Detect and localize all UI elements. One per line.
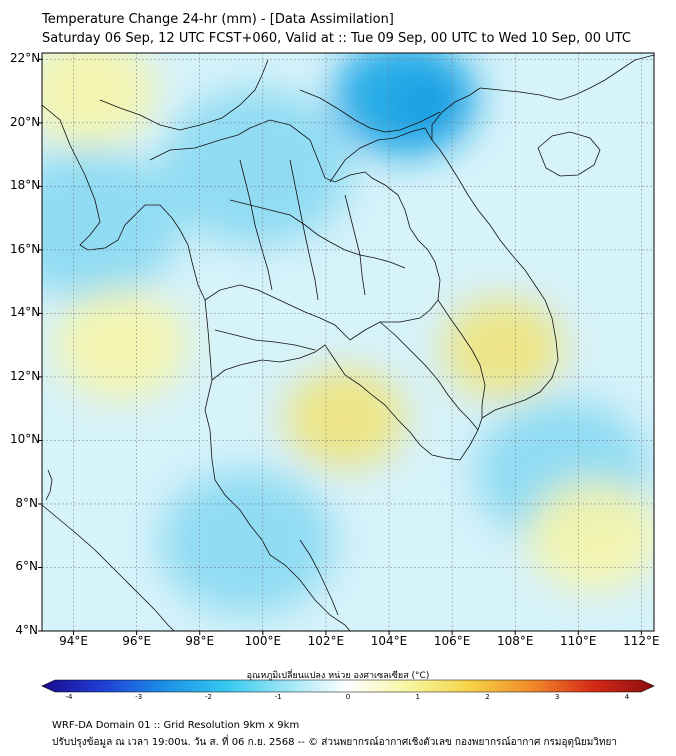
- sumatra-coast: [42, 504, 175, 631]
- colorbar-tick-label: -2: [205, 693, 212, 701]
- lat-label: 4°N: [15, 623, 38, 637]
- graticule: [42, 53, 654, 631]
- lon-label: 112°E: [623, 634, 660, 648]
- coastlines-and-borders: [42, 54, 654, 631]
- border-provinces-c: [289, 159, 319, 301]
- malay-peninsula-east: [299, 539, 339, 616]
- lon-label: 94°E: [59, 634, 88, 648]
- lon-label: 110°E: [560, 634, 597, 648]
- coastline-vietnam: [431, 87, 559, 419]
- border-provinces-b: [239, 159, 273, 291]
- anomaly-andaman-sea-warm: [54, 290, 187, 401]
- border-inner-1: [204, 284, 351, 341]
- border-cambodia: [379, 321, 479, 431]
- lat-label: 10°N: [10, 432, 41, 447]
- temperature-field: [42, 53, 654, 616]
- lat-label: 16°N: [10, 241, 41, 256]
- footer-credit: ปรับปรุงข้อมูล ณ เวลา 19:00น. วัน ส. ที่…: [52, 737, 617, 748]
- anomaly-bay-of-bengal-cool: [42, 148, 181, 301]
- anomaly-northern-vietnam-cold: [332, 53, 477, 158]
- hainan-island: [537, 131, 601, 177]
- map-subtitle: Saturday 06 Sep, 12 UTC FCST+060, Valid …: [42, 31, 631, 46]
- andaman-islands: [45, 469, 53, 501]
- anomaly-gulf-thailand-warm: [284, 368, 405, 469]
- coastline-china-south: [479, 54, 654, 101]
- colorbar-tick-label: -4: [65, 693, 73, 701]
- border-china-laos: [299, 89, 441, 133]
- lon-label: 102°E: [307, 634, 345, 648]
- coastline-gulf-of-thailand: [211, 344, 483, 461]
- colorbar-tick-label: 1: [415, 693, 420, 701]
- colorbar-tick-label: -3: [135, 693, 143, 701]
- anomaly-cambodia-south-vietnam-warm: [442, 298, 563, 399]
- lon-label: 106°E: [433, 634, 471, 648]
- border-provinces-d: [344, 194, 366, 296]
- map-title: Temperature Change 24-hr (mm) - [Data As…: [42, 12, 394, 27]
- anomaly-southeast-warm: [528, 480, 654, 591]
- lat-label: 18°N: [10, 178, 41, 193]
- anomaly-north-thailand-cool: [161, 88, 352, 247]
- colorbar-tick-label: 0: [345, 693, 351, 701]
- lon-label: 96°E: [122, 634, 152, 648]
- lat-label: 12°N: [10, 368, 41, 383]
- colorbar-tick-label: 3: [555, 693, 560, 701]
- lat-label: 22°N: [10, 51, 41, 66]
- border-provinces-e: [214, 329, 316, 351]
- lon-label: 104°E: [370, 634, 408, 648]
- colorbar-tick-label: 2: [485, 693, 490, 701]
- lon-label: 108°E: [496, 634, 534, 648]
- lat-label: 20°N: [10, 114, 41, 129]
- map-frame: [41, 52, 655, 632]
- colorbar-tick-label: -1: [274, 693, 282, 701]
- lon-label: 100°E: [244, 634, 282, 648]
- lat-label: 14°N: [10, 305, 41, 320]
- colorbar-gradient: [41, 679, 655, 693]
- border-thailand-myanmar: [149, 119, 441, 341]
- lon-label: 98°E: [185, 634, 215, 648]
- colorbar-tick-label: 4: [624, 693, 630, 701]
- border-laos-vietnam: [329, 127, 433, 183]
- coastline-mainland: [42, 104, 351, 631]
- axis-ticks: [38, 58, 642, 635]
- anomaly-malay-peninsula-cool: [159, 469, 335, 616]
- lat-label: 6°N: [15, 559, 38, 574]
- lat-label: 8°N: [15, 495, 38, 510]
- colorbar-title: อุณหภูมิเปลี่ยนแปลง หน่วย องศาเซลเซียส (…: [246, 671, 430, 681]
- colorbar: [41, 679, 655, 693]
- border-provinces-a: [229, 199, 406, 269]
- footer-model-info: WRF-DA Domain 01 :: Grid Resolution 9km …: [52, 720, 300, 731]
- border-cambodia-vietnam: [437, 299, 486, 418]
- border-myanmar-north: [99, 59, 269, 131]
